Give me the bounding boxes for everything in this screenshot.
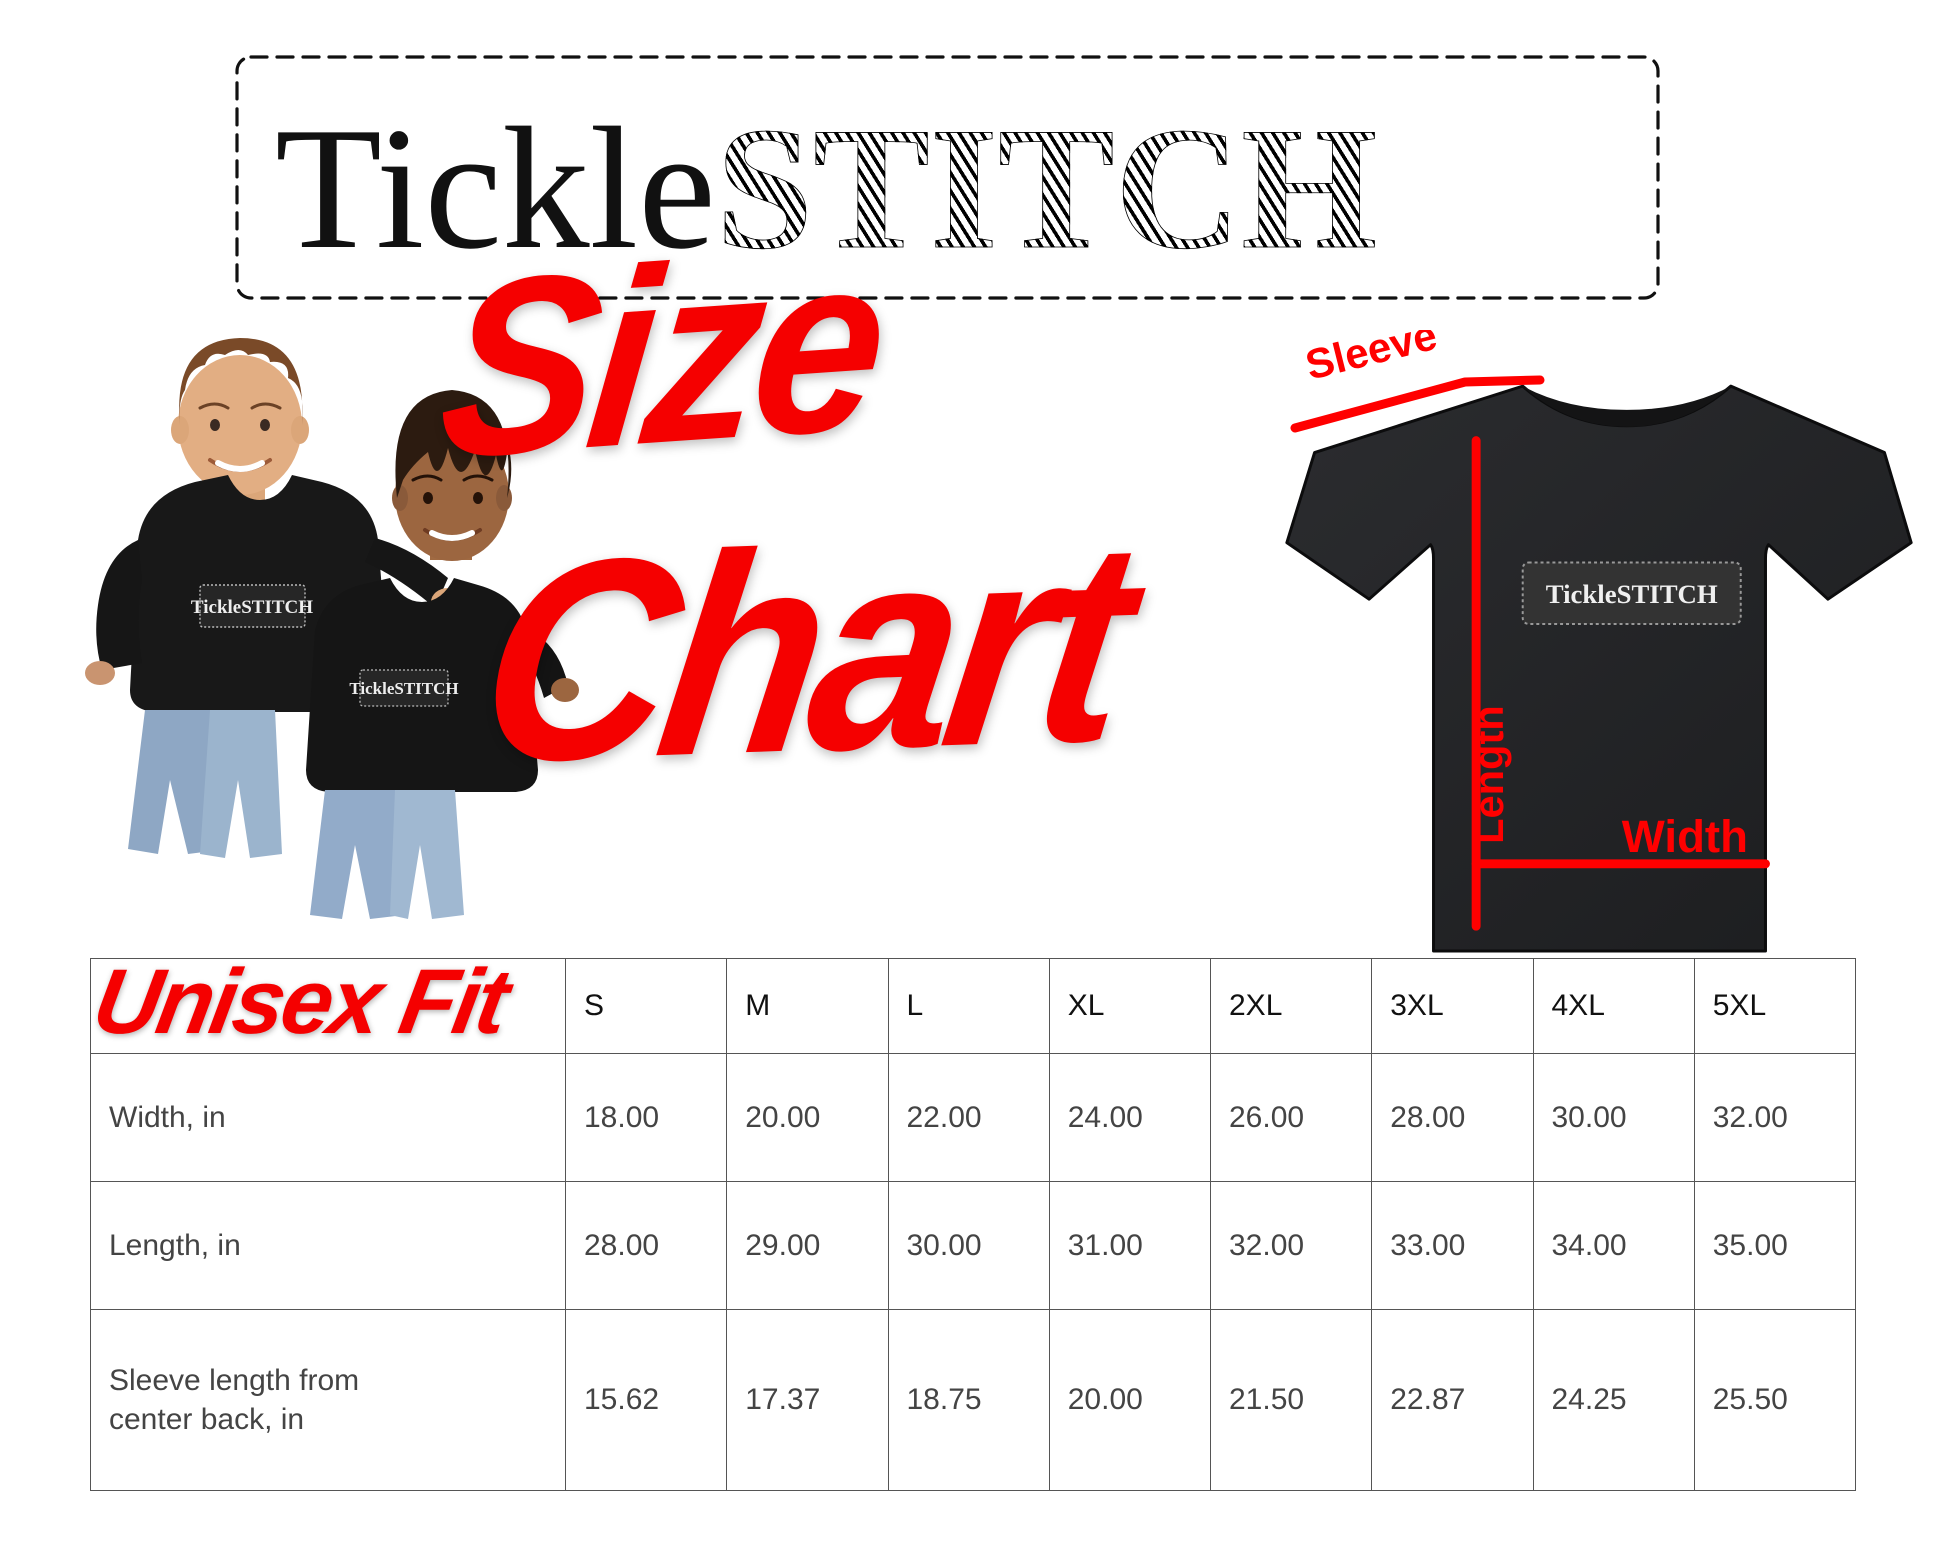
svg-text:TickleSTITCH: TickleSTITCH: [349, 679, 458, 698]
svg-text:TickleSTITCH: TickleSTITCH: [191, 597, 313, 618]
svg-text:TickleSTITCH: TickleSTITCH: [1546, 579, 1718, 609]
svg-text:Width: Width: [1622, 811, 1748, 862]
svg-text:Length: Length: [1465, 705, 1512, 844]
